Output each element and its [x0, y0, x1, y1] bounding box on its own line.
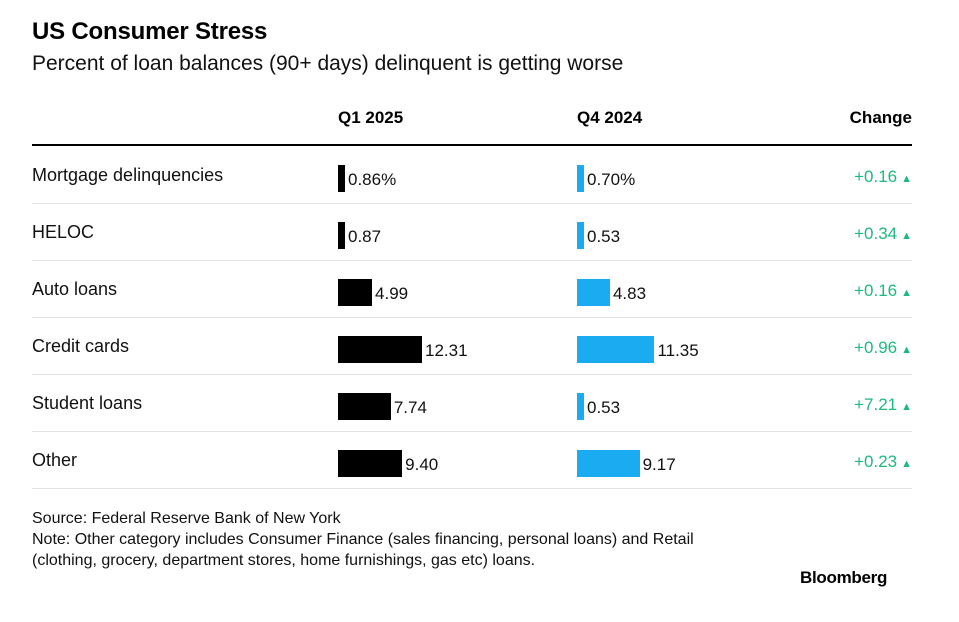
change-value: +7.21 ▲ — [854, 395, 912, 415]
row-label: Mortgage delinquencies — [32, 165, 224, 185]
change-number: +0.34 — [854, 224, 898, 243]
row-label: Auto loans — [32, 279, 118, 299]
table-row: Student loans 7.74 0.53 +7.21 ▲ — [32, 375, 912, 432]
chart-subtitle: Percent of loan balances (90+ days) deli… — [32, 52, 624, 75]
row-label: Credit cards — [32, 336, 130, 356]
value-label-q1-2025: 9.40 — [405, 455, 439, 474]
row-divider — [32, 488, 912, 489]
value-label-q4-2024: 11.35 — [657, 341, 699, 360]
row-divider — [32, 260, 912, 261]
bar-q4-2024 — [577, 336, 655, 363]
change-value: +0.96 ▲ — [854, 338, 912, 358]
bar-q1-2025 — [338, 279, 373, 306]
bar-q4-2024 — [577, 279, 610, 306]
change-number: +0.16 — [854, 167, 898, 186]
bar-q1-2025 — [338, 450, 403, 477]
row-divider — [32, 374, 912, 375]
row-divider — [32, 317, 912, 318]
category-note: Note: Other category includes Consumer F… — [32, 531, 694, 569]
up-arrow-icon: ▲ — [901, 173, 912, 185]
bar-q1-2025 — [338, 336, 422, 363]
bar-q1-2025 — [338, 165, 345, 192]
value-label-q4-2024: 0.53 — [587, 227, 621, 246]
change-number: +0.23 — [854, 452, 898, 471]
bar-q4-2024 — [577, 165, 584, 192]
value-label-q1-2025: 0.87 — [348, 227, 382, 246]
row-label: Other — [32, 450, 78, 470]
change-number: +0.96 — [854, 338, 898, 357]
table-row: Mortgage delinquencies 0.86% 0.70% +0.16 ▲ — [32, 147, 912, 204]
source-note: Source: Federal Reserve Bank of New York — [32, 510, 341, 527]
header-rule — [32, 144, 912, 146]
change-value: +0.16 ▲ — [854, 281, 912, 301]
change-value: +0.23 ▲ — [854, 452, 912, 472]
row-divider — [32, 431, 912, 432]
value-label-q4-2024: 0.70% — [587, 170, 636, 189]
footnotes: Source: Federal Reserve Bank of New York… — [32, 508, 732, 571]
change-value: +0.34 ▲ — [854, 224, 912, 244]
change-number: +7.21 — [854, 395, 898, 414]
value-label-q1-2025: 7.74 — [393, 398, 427, 417]
change-number: +0.16 — [854, 281, 898, 300]
value-label-q4-2024: 4.83 — [612, 284, 647, 303]
value-label-q1-2025: 4.99 — [375, 284, 409, 303]
bloomberg-logo: Bloomberg — [800, 568, 888, 587]
row-divider — [32, 203, 912, 204]
bar-q4-2024 — [577, 393, 584, 420]
table-row: Credit cards 12.31 11.35 +0.96 ▲ — [32, 318, 912, 375]
column-header-q4-2024: Q4 2024 — [577, 108, 643, 127]
row-label: HELOC — [32, 222, 95, 242]
bar-q4-2024 — [577, 222, 584, 249]
bar-q4-2024 — [577, 450, 640, 477]
table-row: Other 9.40 9.17 +0.23 ▲ — [32, 432, 912, 489]
column-header-q1-2025: Q1 2025 — [338, 108, 404, 127]
table-row: HELOC 0.87 0.53 +0.34 ▲ — [32, 204, 912, 261]
chart-title: US Consumer Stress — [32, 18, 268, 45]
up-arrow-icon: ▲ — [901, 344, 912, 356]
value-label-q4-2024: 0.53 — [587, 398, 621, 417]
up-arrow-icon: ▲ — [901, 458, 912, 470]
up-arrow-icon: ▲ — [901, 230, 912, 242]
up-arrow-icon: ▲ — [901, 287, 912, 299]
column-header-change: Change — [849, 108, 912, 127]
table-row: Auto loans 4.99 4.83 +0.16 ▲ — [32, 261, 912, 318]
up-arrow-icon: ▲ — [901, 401, 912, 413]
value-label-q4-2024: 9.17 — [642, 455, 676, 474]
value-label-q1-2025: 0.86% — [348, 170, 397, 189]
row-label: Student loans — [32, 393, 143, 413]
bar-q1-2025 — [338, 393, 391, 420]
bar-q1-2025 — [338, 222, 345, 249]
value-label-q1-2025: 12.31 — [425, 341, 468, 360]
change-value: +0.16 ▲ — [854, 167, 912, 187]
